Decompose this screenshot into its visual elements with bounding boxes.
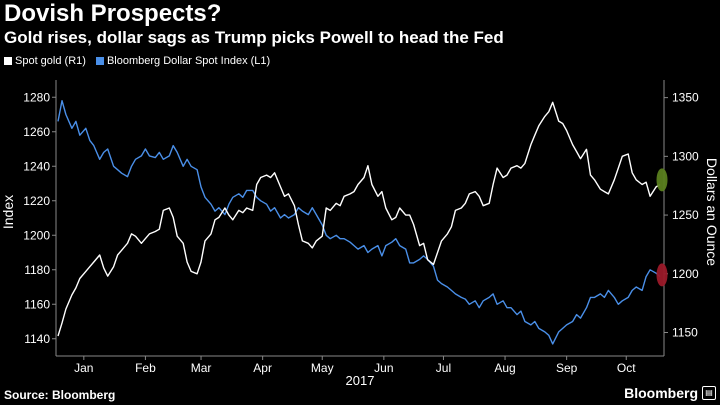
legend-item-dollar: Bloomberg Dollar Spot Index (L1) bbox=[95, 55, 271, 67]
legend: Spot gold (R1) Bloomberg Dollar Spot Ind… bbox=[4, 55, 270, 67]
marker-layer bbox=[656, 168, 668, 287]
x-tick-label: Feb bbox=[135, 361, 156, 375]
right-tick-label: 1250 bbox=[672, 208, 699, 222]
x-axis: Jan Feb Mar Apr May Jun Jul Aug Sep Oct bbox=[74, 356, 636, 375]
x-tick-label: Jul bbox=[436, 361, 451, 375]
x-tick-label: Apr bbox=[253, 361, 272, 375]
x-tick-label: May bbox=[311, 361, 334, 375]
x-tick-label: Oct bbox=[617, 361, 636, 375]
legend-label-dollar: Bloomberg Dollar Spot Index (L1) bbox=[106, 55, 271, 67]
left-tick-label: 1160 bbox=[24, 297, 50, 311]
left-tick-label: 1180 bbox=[24, 263, 50, 277]
dollar-end-marker bbox=[656, 263, 668, 287]
left-tick-label: 1140 bbox=[24, 332, 50, 346]
series-layer bbox=[57, 100, 661, 345]
y-axis-label-right: Dollars an Ounce bbox=[704, 158, 720, 266]
left-tick-label: 1240 bbox=[23, 159, 50, 173]
right-tick-label: 1200 bbox=[672, 267, 699, 281]
spot-gold-line bbox=[57, 101, 661, 337]
legend-item-gold: Spot gold (R1) bbox=[4, 55, 86, 67]
y-axis-label-left: Index bbox=[0, 195, 16, 229]
left-tick-label: 1280 bbox=[23, 90, 50, 104]
legend-swatch-dollar bbox=[95, 57, 104, 65]
x-tick-label: Mar bbox=[191, 361, 212, 375]
right-tick-label: 1350 bbox=[672, 91, 699, 105]
chart-subtitle: Gold rises, dollar sags as Trump picks P… bbox=[4, 28, 504, 47]
brand-text: Bloomberg bbox=[624, 385, 698, 401]
right-tick-label: 1300 bbox=[672, 149, 699, 163]
legend-label-gold: Spot gold (R1) bbox=[15, 55, 86, 67]
x-tick-label: Aug bbox=[494, 361, 515, 375]
left-tick-label: 1200 bbox=[23, 228, 50, 242]
gold-end-marker bbox=[656, 168, 668, 192]
x-tick-label: Jan bbox=[74, 361, 93, 375]
dollar-index-line bbox=[57, 100, 661, 345]
plot-frame bbox=[55, 80, 665, 357]
left-tick-label: 1220 bbox=[23, 194, 50, 208]
x-axis-label: 2017 bbox=[346, 373, 375, 388]
source-note: Source: Bloomberg bbox=[4, 388, 116, 402]
left-tick-label: 1260 bbox=[23, 125, 50, 139]
x-tick-label: Jun bbox=[374, 361, 393, 375]
chart-title: Dovish Prospects? bbox=[4, 0, 222, 27]
x-tick-label: Sep bbox=[556, 361, 578, 375]
legend-swatch-gold bbox=[4, 57, 12, 65]
left-axis: 1140 1160 1180 1200 1220 1240 1260 1280 bbox=[23, 90, 56, 346]
right-axis: 1150 1200 1250 1300 1350 bbox=[664, 91, 699, 340]
bloomberg-logo-icon: ▤ bbox=[702, 386, 716, 400]
right-tick-label: 1150 bbox=[672, 326, 698, 340]
brand-logo: Bloomberg ▤ bbox=[624, 385, 716, 401]
